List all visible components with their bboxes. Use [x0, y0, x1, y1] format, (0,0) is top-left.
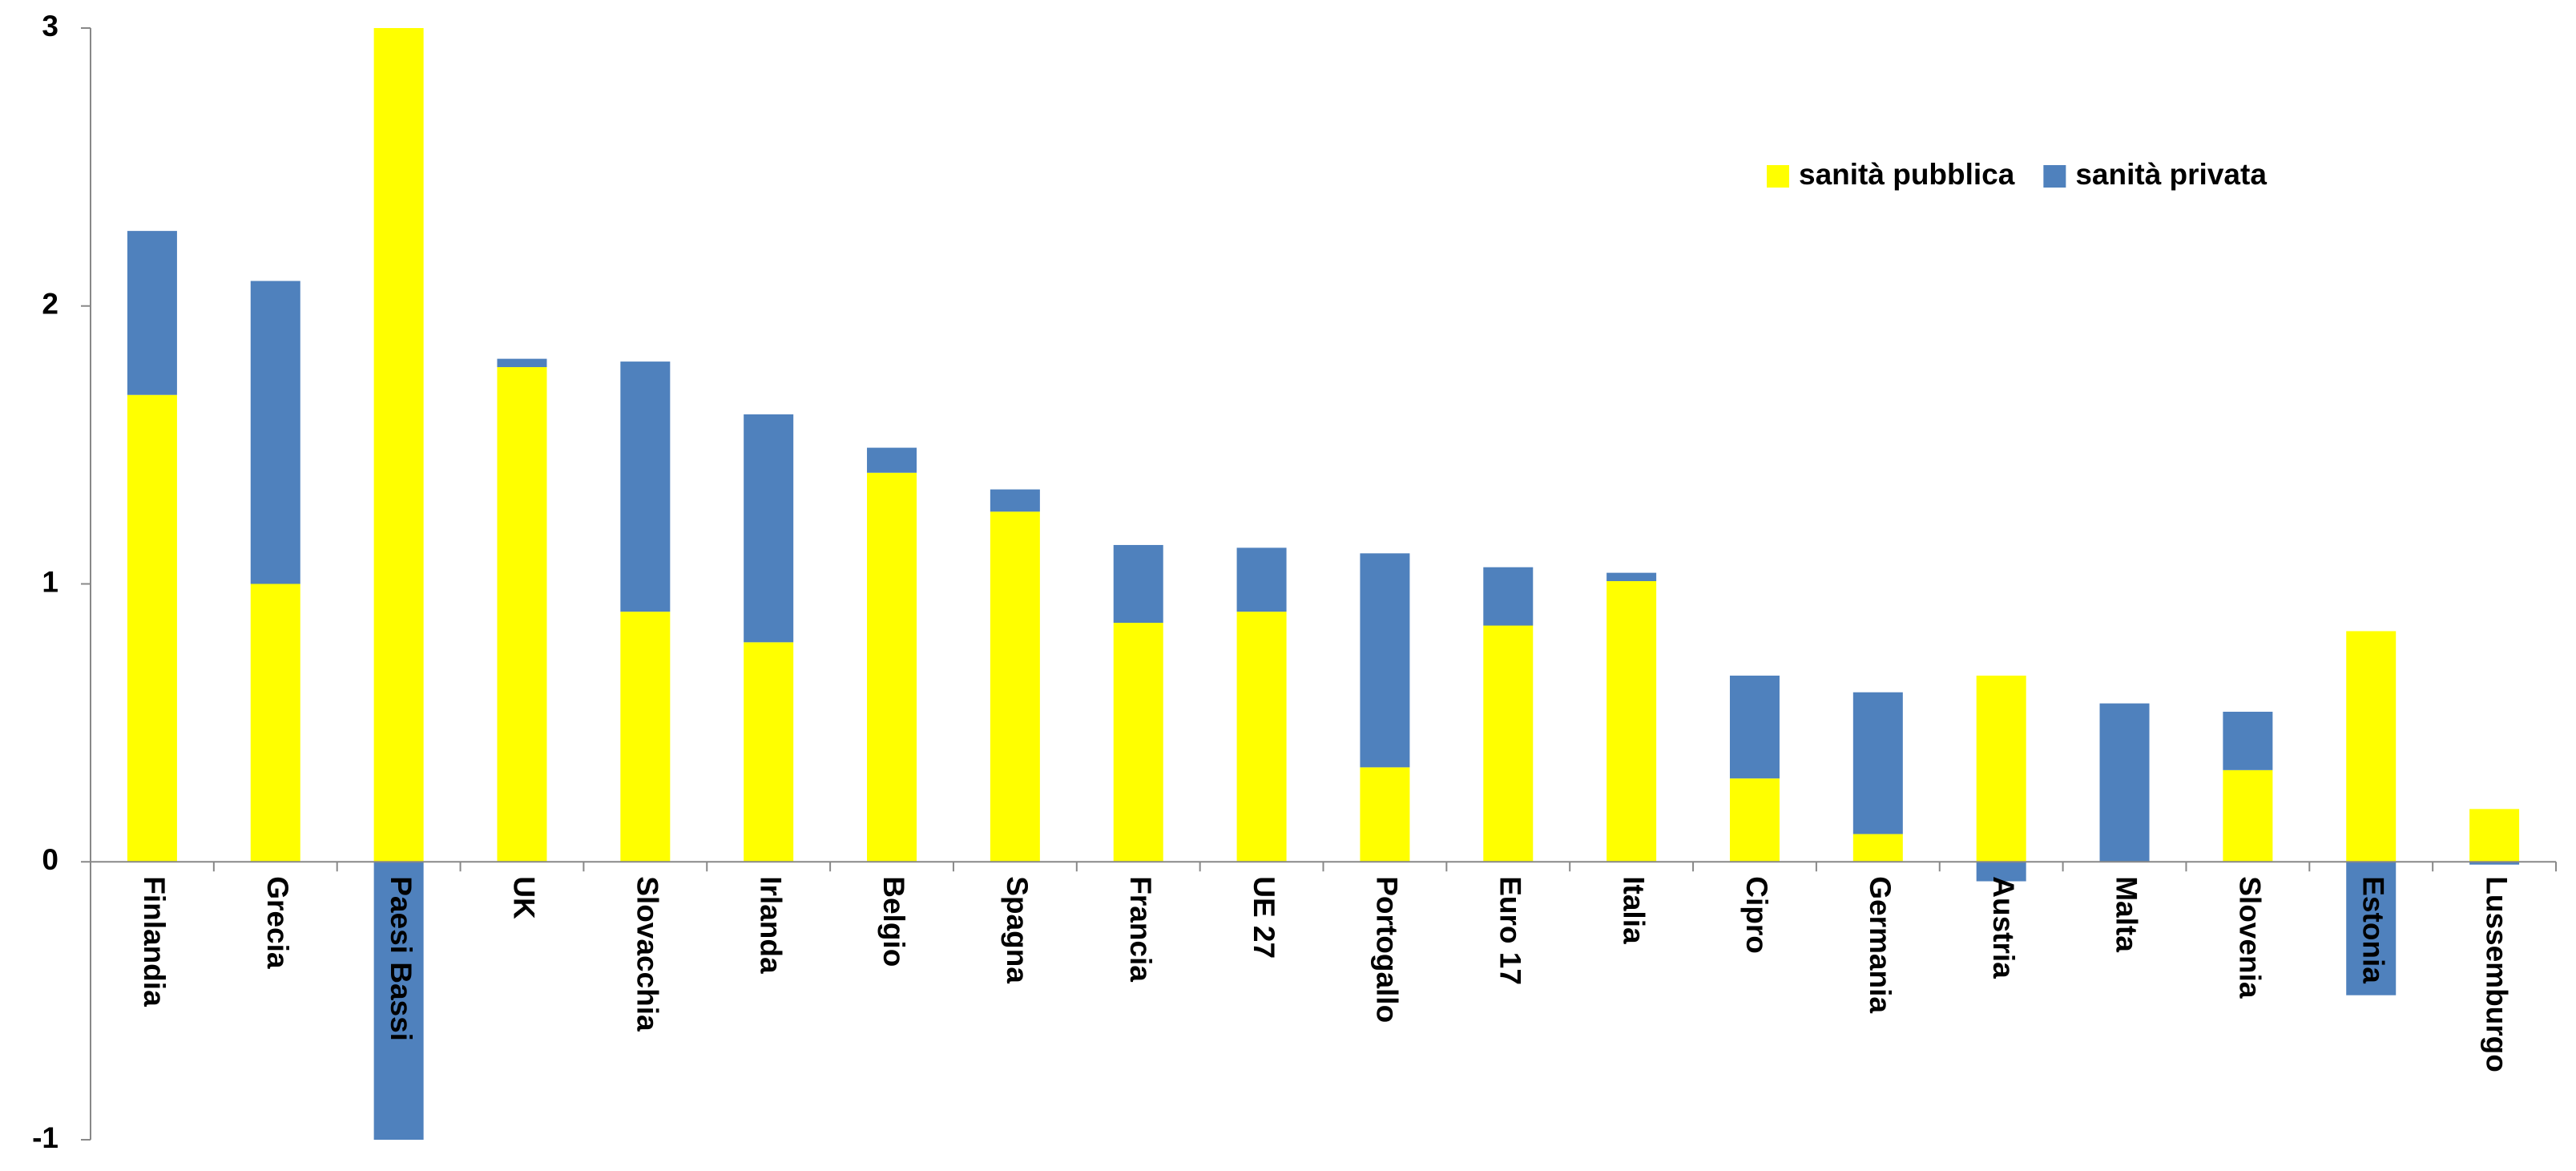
bar-segment: [1360, 767, 1410, 862]
bar-segment: [497, 358, 547, 368]
bar-segment: [620, 361, 671, 612]
bar-segment: [2223, 769, 2273, 862]
bar-segment: [990, 511, 1040, 862]
bar-segment: [1606, 581, 1657, 862]
x-tick-label: Cipro: [1740, 876, 1773, 954]
x-tick-label: UK: [508, 876, 541, 919]
bar-segment: [373, 862, 424, 1140]
bar-segment: [1236, 612, 1287, 862]
bar-segment: [867, 447, 917, 473]
y-tick-label: 1: [42, 565, 58, 598]
bar-segment: [127, 231, 177, 395]
x-tick-label: Euro 17: [1494, 876, 1526, 985]
bar-segment: [1729, 778, 1780, 862]
legend-swatch: [2043, 165, 2066, 188]
x-tick-label: Belgio: [877, 876, 910, 967]
bar-segment: [2469, 809, 2520, 862]
x-tick-label: Portogallo: [1371, 876, 1404, 1023]
bar-segment: [744, 414, 794, 643]
bar-segment: [1113, 544, 1163, 624]
bar-segment: [127, 394, 177, 862]
bar-segment: [1852, 692, 1903, 834]
bar-segment: [1976, 862, 2026, 882]
bar-segment: [497, 367, 547, 862]
bar-segment: [2346, 631, 2397, 862]
bar-segment: [1360, 553, 1410, 768]
y-tick-label: -1: [32, 1121, 58, 1154]
bar-segment: [373, 28, 424, 862]
bar-segment: [250, 281, 300, 584]
y-tick-label: 3: [42, 10, 58, 42]
x-tick-label: Francia: [1124, 876, 1157, 982]
x-tick-label: UE 27: [1248, 876, 1280, 959]
bar-segment: [1976, 675, 2026, 862]
x-tick-label: Austria: [1987, 876, 2020, 979]
bar-segment: [2346, 862, 2397, 995]
bar-segment: [867, 472, 917, 862]
bar-segment: [1729, 675, 1780, 779]
bar-segment: [1483, 625, 1534, 862]
x-tick-label: Irlanda: [754, 876, 787, 974]
x-tick-label: Malta: [2110, 876, 2143, 952]
bar-segment: [2099, 703, 2150, 862]
y-tick-label: 0: [42, 843, 58, 876]
bar-segment: [1852, 834, 1903, 862]
bar-segment: [990, 489, 1040, 512]
y-tick-label: 2: [42, 288, 58, 321]
x-tick-label: Finlandia: [138, 876, 171, 1007]
x-tick-label: Grecia: [261, 876, 294, 969]
legend-label: sanità pubblica: [1799, 158, 2015, 191]
bar-segment: [1483, 567, 1534, 626]
bar-segment: [1236, 547, 1287, 612]
legend-swatch: [1767, 165, 1789, 188]
bar-segment: [250, 583, 300, 862]
x-tick-label: Paesi Bassi: [385, 876, 417, 1041]
x-tick-label: Lussemburgo: [2480, 876, 2513, 1072]
bar-segment: [2469, 862, 2520, 865]
bar-segment: [1113, 623, 1163, 862]
x-tick-label: Spagna: [1001, 876, 1034, 983]
legend-label: sanità privata: [2075, 158, 2267, 191]
bar-segment: [2223, 712, 2273, 770]
x-tick-label: Estonia: [2356, 876, 2389, 983]
x-tick-label: Slovenia: [2234, 876, 2267, 999]
bar-segment: [620, 612, 671, 862]
bar-segment: [1606, 572, 1657, 582]
x-tick-label: Germania: [1864, 876, 1897, 1013]
x-tick-label: Italia: [1617, 876, 1650, 944]
bar-segment: [744, 642, 794, 862]
x-tick-label: Slovacchia: [631, 876, 664, 1032]
